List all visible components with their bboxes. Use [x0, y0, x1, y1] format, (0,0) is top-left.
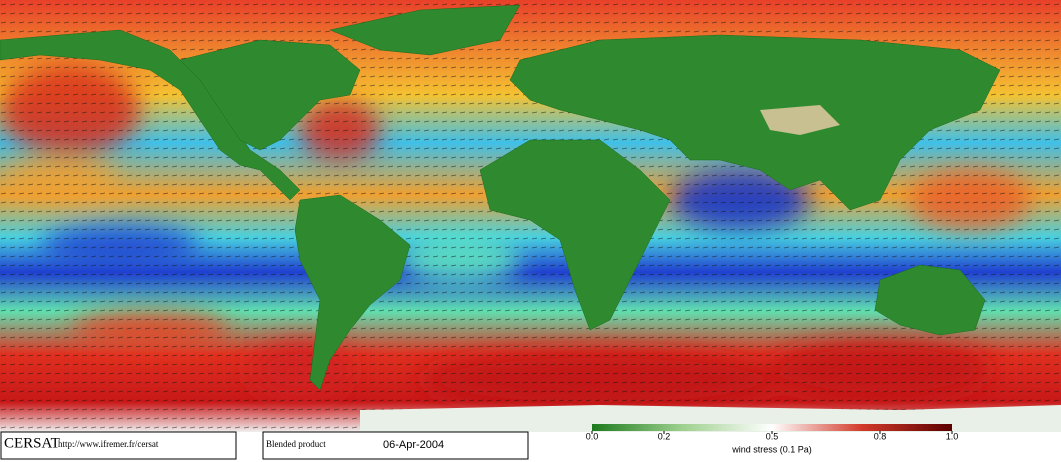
colorbar-tick-label: 0.2 — [658, 431, 671, 441]
logo: CERSAT — [4, 435, 60, 451]
colorbar-tick-label: 1.0 — [946, 431, 959, 441]
product-box — [262, 431, 529, 460]
footer: CERSAT http://www.ifremer.fr/cersat Blen… — [0, 431, 1061, 462]
product-label: Blended product — [266, 439, 326, 449]
colorbar-label: wind stress (0.1 Pa) — [731, 444, 812, 454]
colorbar: wind stress (0.1 Pa) — [592, 424, 952, 454]
colorbar-tick-label: 0.5 — [766, 431, 779, 441]
product-date: 06-Apr-2004 — [383, 439, 444, 451]
land — [0, 4, 1061, 432]
source-url: http://www.ifremer.fr/cersat — [58, 439, 159, 449]
colorbar-tick-label: 0.8 — [874, 431, 887, 441]
colorbar-tick-label: 0.0 — [586, 431, 599, 441]
source-box — [0, 431, 237, 460]
colorbar-gradient — [592, 424, 952, 431]
